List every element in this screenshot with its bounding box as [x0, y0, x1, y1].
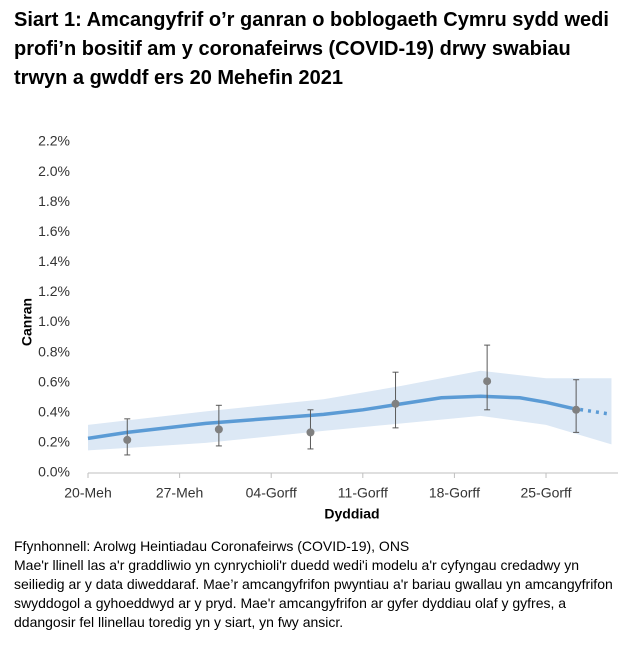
- y-axis-title: Canran: [19, 298, 35, 346]
- point-estimate: [123, 435, 132, 444]
- y-tick-label: 2.2%: [38, 133, 70, 149]
- chart-title: Siart 1: Amcangyfrif o’r ganran o boblog…: [14, 9, 609, 89]
- point-estimate: [214, 425, 223, 434]
- y-tick-label: 1.4%: [38, 253, 70, 269]
- y-tick-label: 1.6%: [38, 223, 70, 239]
- source: Ffynhonnell: Arolwg Heintiadau Coronafei…: [14, 538, 410, 554]
- x-tick-label: 04-Gorff: [246, 485, 297, 501]
- y-tick-label: 0.4%: [38, 404, 70, 420]
- y-tick-label: 0.8%: [38, 343, 70, 359]
- x-axis-title: Dyddiad: [324, 506, 379, 522]
- footnote: Ffynhonnell: Arolwg Heintiadau Coronafei…: [14, 537, 626, 632]
- point-estimate: [572, 405, 581, 414]
- y-tick-label: 2.0%: [38, 163, 70, 179]
- x-tick-label: 11-Gorff: [338, 485, 388, 501]
- y-tick-label: 1.8%: [38, 193, 70, 209]
- x-tick-label: 27-Meh: [156, 485, 203, 501]
- y-tick-label: 0.2%: [38, 434, 70, 450]
- y-tick-label: 1.0%: [38, 313, 70, 329]
- note: Mae'r llinell las a'r graddliwio yn cynr…: [14, 557, 613, 630]
- y-tick-label: 0.0%: [38, 464, 70, 480]
- chart: Canran Dyddiad 0.0% 0.2% 0.4% 0.6% 0.8% 1.0% 1…: [19, 133, 618, 522]
- point-estimate: [391, 399, 400, 408]
- y-tick-label: 1.2%: [38, 283, 70, 299]
- point-estimate: [306, 428, 315, 437]
- y-tick-label: 0.6%: [38, 373, 70, 389]
- point-estimate: [483, 377, 492, 386]
- x-tick-label: 20-Meh: [64, 485, 111, 501]
- tentative-line: [571, 406, 612, 417]
- x-tick-label: 25-Gorff: [520, 485, 571, 501]
- x-tick-label: 18-Gorff: [429, 485, 480, 501]
- trend-line: [87, 394, 573, 441]
